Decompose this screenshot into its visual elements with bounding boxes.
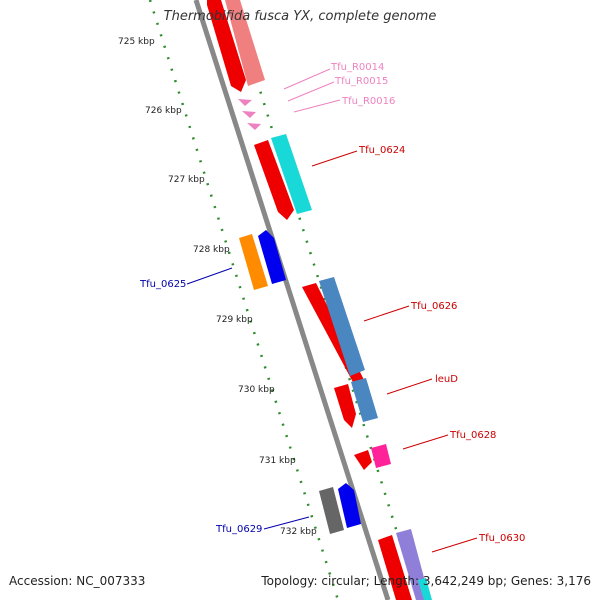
rna-arrow-r0014 — [238, 99, 252, 106]
gene-arrow-tfu-0628 — [354, 450, 372, 470]
kbp-label: 727 kbp — [168, 175, 205, 185]
gene-label-tfu-0630[interactable]: Tfu_0630 — [478, 533, 525, 544]
accession-text: Accession: NC_007333 — [9, 574, 146, 588]
gene-arrow-tfu-0623-forward — [207, 0, 246, 92]
gene-label-tfu-0628[interactable]: Tfu_0628 — [449, 430, 496, 441]
kbp-label: 725 kbp — [118, 37, 155, 47]
genome-summary-text: Topology: circular; Length: 3,642,249 bp… — [261, 574, 591, 588]
gene-arrow-tfu-0624-paired — [271, 134, 312, 214]
gene-label-tfu-0624[interactable]: Tfu_0624 — [358, 145, 405, 156]
gene-arrow-tfu-0629 — [319, 487, 344, 534]
gene-arrow-tfu-0628-paired — [371, 444, 391, 468]
gene-arrow-tfu-0629-paired — [338, 483, 361, 528]
gene-label-tfu-r0015[interactable]: Tfu_R0015 — [334, 76, 388, 87]
kbp-label: 732 kbp — [280, 527, 317, 537]
kbp-label: 731 kbp — [259, 456, 296, 466]
gene-arrow-tfu-0626-paired — [319, 277, 365, 376]
gene-arrow-tfu-0624 — [254, 140, 294, 220]
gene-label-tfu-0626[interactable]: Tfu_0626 — [410, 301, 457, 312]
gene-label-tfu-r0016[interactable]: Tfu_R0016 — [341, 96, 395, 107]
rna-arrow-r0016 — [247, 123, 261, 130]
kbp-label: 730 kbp — [238, 385, 275, 395]
gene-label-tfu-0629[interactable]: Tfu_0629 — [215, 524, 262, 535]
genome-backbone — [193, 0, 391, 600]
gene-arrow-leud-paired — [351, 378, 378, 422]
kbp-label: 726 kbp — [145, 106, 182, 116]
gene-arrow-tfu-0630-edge — [418, 578, 432, 600]
reverse-strand-features — [239, 230, 361, 534]
gene-label-tfu-0625[interactable]: Tfu_0625 — [139, 279, 186, 290]
map-title: Thermobifida fusca YX, complete genome — [163, 9, 437, 24]
gene-labels: Tfu_R0014 Tfu_R0015 Tfu_R0016 Tfu_0624 T… — [139, 62, 525, 544]
forward-strand-features — [207, 0, 432, 600]
gene-arrow-tfu-0625-paired — [258, 230, 286, 284]
gene-arrow-tfu-0630 — [378, 535, 412, 600]
gene-arrow-tfu-0623-paired — [225, 0, 265, 86]
gene-arrow-tfu-0625 — [239, 234, 268, 290]
label-leader-lines — [186, 68, 478, 553]
kbp-label: 729 kbp — [216, 315, 253, 325]
gene-label-tfu-r0014[interactable]: Tfu_R0014 — [330, 62, 384, 73]
gene-label-leud[interactable]: leuD — [435, 374, 458, 385]
kbp-label: 728 kbp — [193, 245, 230, 255]
kbp-labels: 725 kbp 726 kbp 727 kbp 728 kbp 729 kbp … — [118, 37, 317, 537]
gene-arrow-leud — [334, 384, 356, 428]
rna-arrow-r0015 — [242, 111, 256, 118]
